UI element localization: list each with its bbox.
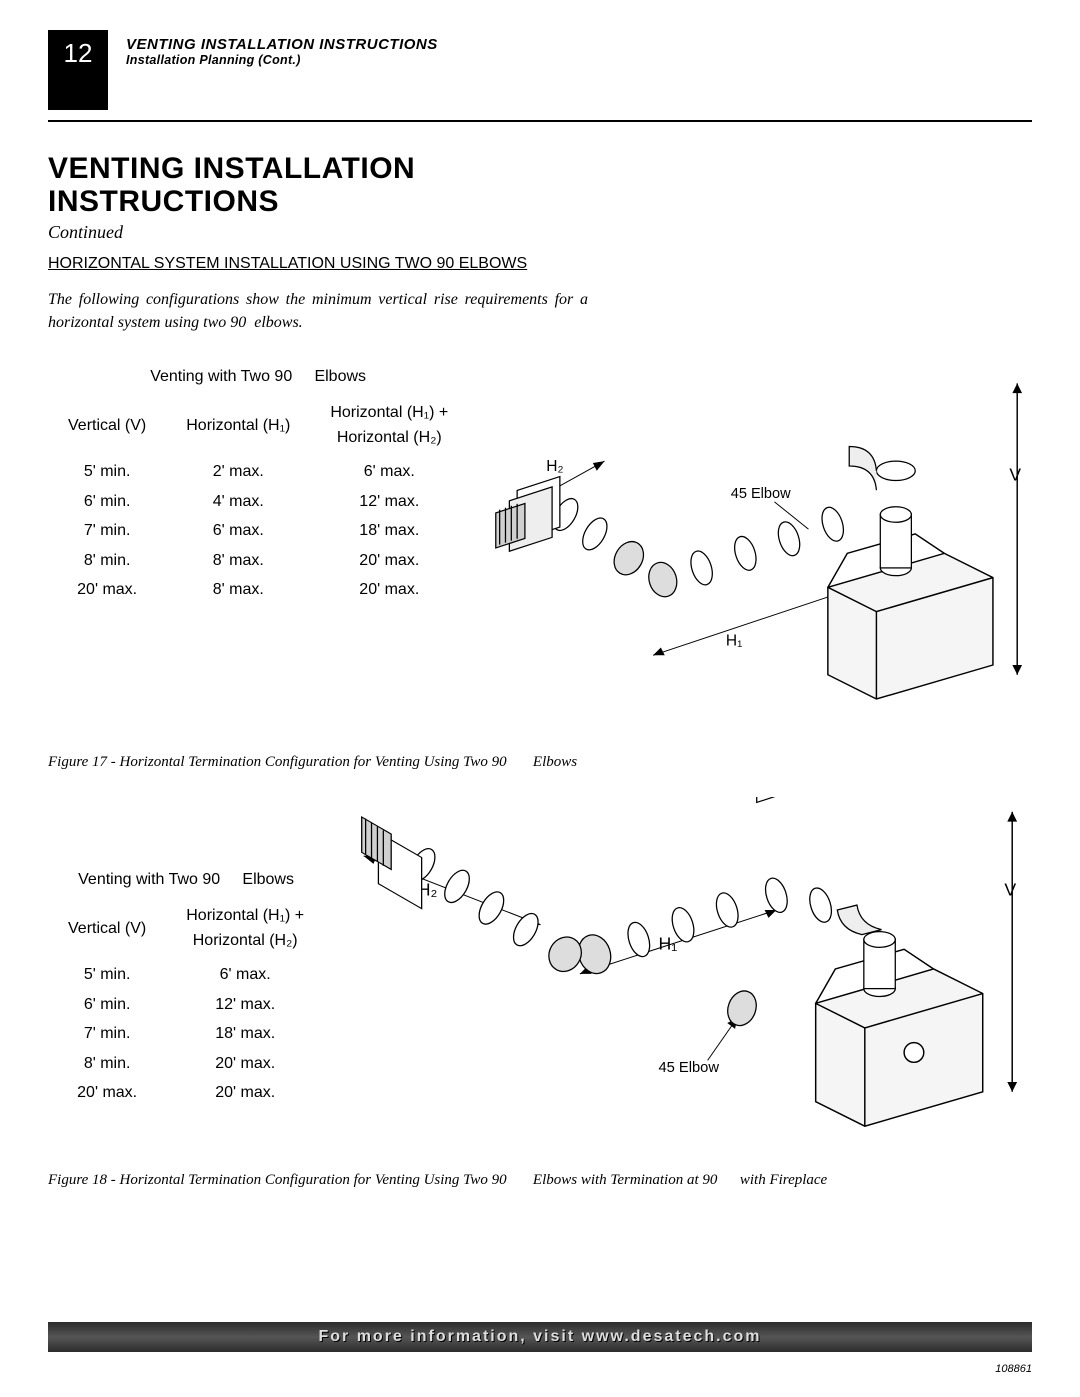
table-cell: 6' min. [48,487,166,517]
table-cell: 5' min. [48,960,166,990]
header-line-1: VENTING INSTALLATION INSTRUCTIONS [126,36,438,53]
table-cell: 20' max. [166,1078,324,1108]
main-title: VENTING INSTALLATION INSTRUCTIONS [48,152,1032,218]
svg-text:V: V [1010,465,1022,485]
table-cell: 7' min. [48,516,166,546]
svg-text:V: V [1004,879,1016,899]
figure-17-caption: Figure 17 - Horizontal Termination Confi… [48,754,1032,771]
t2-col1: Vertical (V) [48,901,166,960]
table-cell: 12' max. [166,990,324,1020]
table-2-title: Venting with Two 90 Elbows [48,867,324,893]
svg-text:45 Elbow: 45 Elbow [659,1060,720,1076]
body-paragraph: The following configurations show the mi… [48,289,588,334]
t1-col1: Vertical (V) [48,398,166,457]
table-cell: 8' max. [166,575,310,605]
table-cell: 12' max. [310,487,468,517]
table-cell: 8' min. [48,546,166,576]
diagram-18-svg: V H₂ H₁ 45 Elbow [344,797,1032,1151]
table-cell: 5' min. [48,457,166,487]
table-cell: 8' max. [166,546,310,576]
table-cell: 20' max. [310,575,468,605]
table-cell: 8' min. [48,1049,166,1079]
diagram-18: V H₂ H₁ 45 Elbow [344,797,1032,1156]
t1-col2: Horizontal (H₁) [166,398,310,457]
header-line-2: Installation Planning (Cont.) [126,53,438,67]
title-line-2: INSTRUCTIONS [48,185,279,218]
diagram-17: V H₂ H₁ 45 Elbow [488,364,1032,738]
table-cell: 4' max. [166,487,310,517]
page-number: 12 [48,30,108,110]
page-header: 12 VENTING INSTALLATION INSTRUCTIONS Ins… [48,30,1032,110]
table-cell: 6' max. [166,960,324,990]
table-2: Venting with Two 90 Elbows Vertical (V) … [48,867,324,1108]
table-cell: 20' max. [48,575,166,605]
t2-col2: Horizontal (H₁) +Horizontal (H₂) [166,901,324,960]
subheading: HORIZONTAL SYSTEM INSTALLATION USING TWO… [48,253,1032,275]
t1-col3: Horizontal (H₁) +Horizontal (H₂) [310,398,468,457]
table-cell: 6' max. [166,516,310,546]
table-cell: 6' min. [48,990,166,1020]
top-rule [48,120,1032,122]
svg-text:H₂: H₂ [546,458,563,475]
svg-text:45 Elbow: 45 Elbow [731,486,791,502]
table-cell: 6' max. [310,457,468,487]
document-id: 108861 [995,1363,1032,1375]
figure-18-caption: Figure 18 - Horizontal Termination Confi… [48,1172,1032,1189]
table-cell: 20' max. [48,1078,166,1108]
table-1-title: Venting with Two 90 Elbows [48,364,468,390]
title-line-1: VENTING INSTALLATION [48,152,415,185]
diagram-17-svg: V H₂ H₁ 45 Elbow [488,364,1032,733]
table-1: Venting with Two 90 Elbows Vertical (V) … [48,364,468,605]
table-cell: 20' max. [166,1049,324,1079]
table-cell: 7' min. [48,1019,166,1049]
table-cell: 2' max. [166,457,310,487]
svg-text:H₁: H₁ [726,633,742,650]
table-cell: 20' max. [310,546,468,576]
table-cell: 18' max. [310,516,468,546]
footer-bar: For more information, visit www.desatech… [48,1322,1032,1352]
continued-label: Continued [48,222,1032,243]
table-cell: 18' max. [166,1019,324,1049]
